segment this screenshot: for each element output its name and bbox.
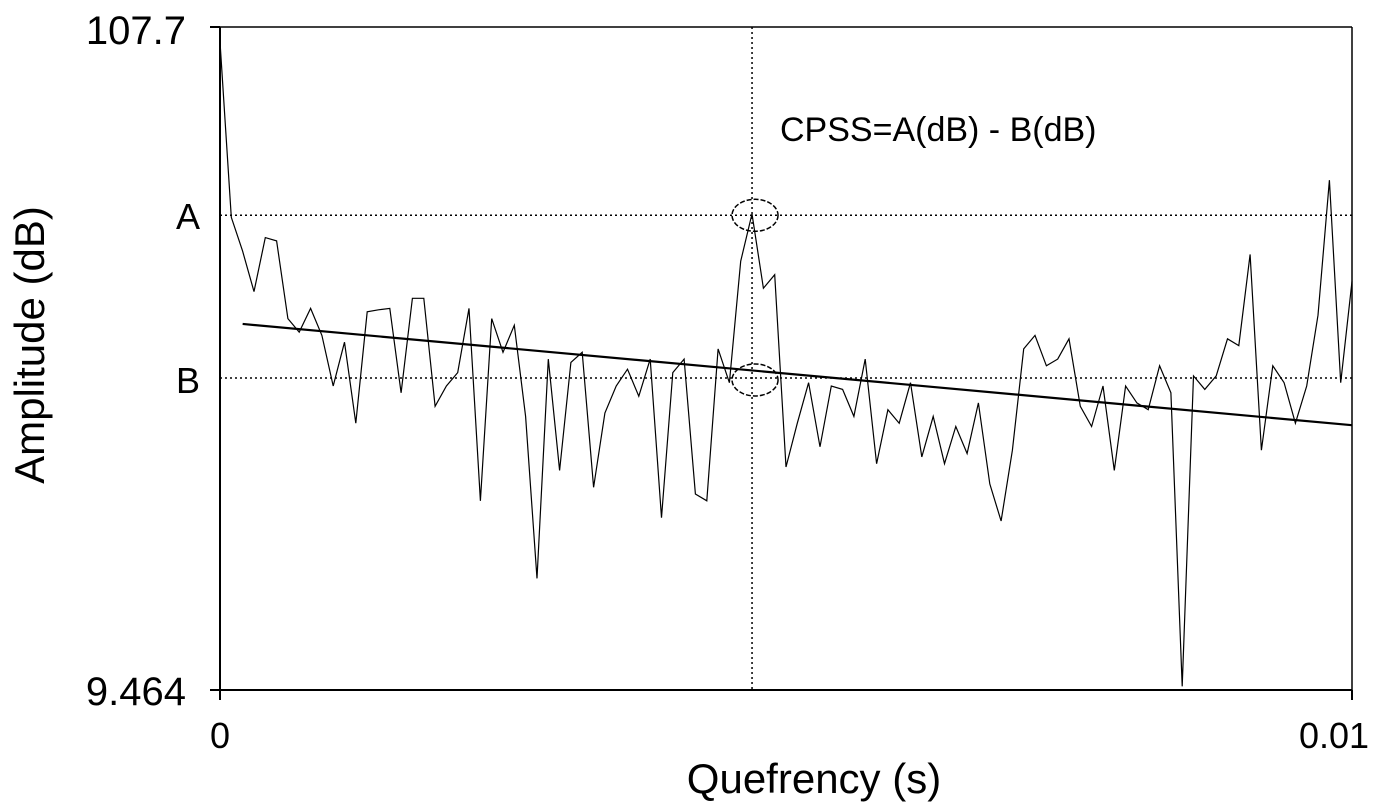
cpss-formula-annotation: CPSS=A(dB) - B(dB) xyxy=(780,111,1096,149)
axis-ticks xyxy=(210,26,1353,700)
regression-line xyxy=(242,322,1353,427)
x-tick-label-min: 0 xyxy=(210,715,230,756)
x-tick-label-max: 0.01 xyxy=(1299,715,1369,756)
b-level-label: B xyxy=(176,360,200,401)
regression-b-circle-marker xyxy=(731,363,779,397)
peak-a-circle-marker xyxy=(731,198,779,233)
plot-area xyxy=(210,26,1353,700)
y-tick-label-max: 107.7 xyxy=(86,9,186,53)
y-tick-label-min: 9.464 xyxy=(86,670,186,714)
x-axis-label: Quefrency (s) xyxy=(687,755,941,802)
a-level-label: A xyxy=(176,196,200,237)
cepstrum-series-line xyxy=(219,41,1353,687)
y-axis-label: Amplitude (dB) xyxy=(6,206,53,484)
